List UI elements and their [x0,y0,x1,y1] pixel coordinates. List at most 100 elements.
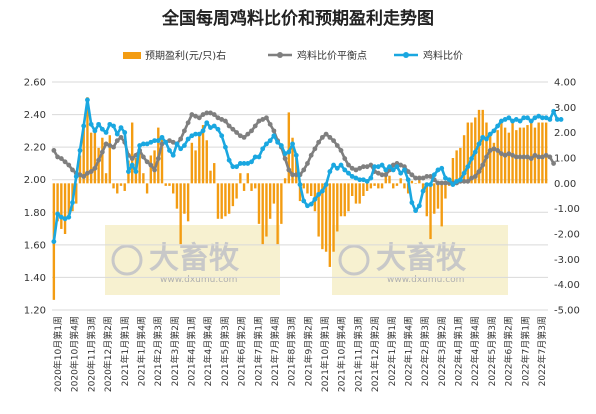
breakeven-point [77,172,83,178]
ratio-point [342,167,348,173]
ratio-point [62,216,68,222]
profit-bar [380,183,384,189]
ratio-point [413,208,419,214]
x-axis-tick-label: 2022年1月第1周 [386,316,398,386]
ratio-point [331,162,336,168]
breakeven-point [264,115,269,121]
ratio-point [349,174,355,179]
ratio-point [267,138,273,144]
profit-bar [440,183,443,227]
x-axis-tick-label: 2021年5月第3周 [219,316,231,386]
breakeven-point [323,131,329,137]
breakeven-point [338,148,344,153]
ratio-point [402,167,407,173]
ratio-point [211,123,217,129]
breakeven-point [405,169,411,174]
ratio-point [252,154,258,160]
profit-bar [358,183,361,204]
ratio-point [140,141,146,147]
ratio-point [99,126,105,132]
ratio-point [558,117,564,122]
breakeven-point [346,162,351,168]
ratio-point [323,182,329,188]
profit-bar [399,178,402,184]
right-axis-tick-label: 1.00 [554,154,576,165]
breakeven-point [155,156,161,161]
ratio-point [372,164,377,170]
profit-bar [149,155,153,184]
ratio-point [368,175,374,181]
ratio-point [334,165,340,171]
breakeven-point [290,172,295,178]
ratio-point [122,130,128,135]
profit-bar [406,183,410,194]
x-axis-tick-label: 2021年3月第2周 [169,316,181,386]
x-axis-tick-label: 2020年11月第3周 [85,316,97,392]
breakeven-point [443,180,448,186]
ratio-point [55,211,60,217]
x-axis-tick-label: 2022年1月第4周 [402,316,414,386]
x-axis-tick-label: 2021年9月第2周 [302,316,314,386]
ratio-point [170,152,176,158]
profit-bar [291,137,294,184]
legend-dot-ratio [403,52,409,58]
profit-bar [224,183,227,217]
ratio-point [58,214,64,220]
profit-bar [190,142,194,184]
axes: 1.20 1.40 1.60 1.80 2.00 2.20 2.40 2.60 -5.00 -4.… [24,78,580,393]
profit-bar [60,183,63,229]
profit-bar [298,183,302,202]
profit-bar [530,120,533,184]
profit-bar [287,112,291,184]
ratio-point [319,188,325,194]
profit-bar [198,132,201,184]
ratio-point [237,161,243,166]
ratio-point [51,239,57,245]
ratio-point [88,121,94,127]
legend-label-breakeven: 鸡料比价平衡点 [297,49,367,62]
breakeven-point [360,164,366,170]
ratio-point [491,128,497,134]
profit-bar [227,183,231,214]
ratio-point [226,157,232,163]
profit-bar [496,130,499,184]
ratio-point [375,164,381,170]
breakeven-point [491,146,497,152]
profit-bar [75,183,78,204]
profit-bar [466,122,470,184]
x-axis-tick-label: 2022年4月第4周 [469,316,481,386]
ratio-point [70,200,75,205]
breakeven-point [469,175,474,181]
breakeven-point [547,154,553,160]
ratio-point [521,115,527,121]
profit-bars [52,97,548,300]
breakeven-point [140,154,146,160]
ratio-point [208,125,213,130]
ratio-point [264,141,269,147]
ratio-point [305,203,310,209]
breakeven-point [472,174,478,179]
profit-bar [336,183,339,232]
profit-bar [97,147,100,184]
ratio-point [484,136,489,142]
ratio-point [297,182,303,188]
ratio-point [513,117,519,122]
ratio-point [498,118,504,124]
profit-bar [242,183,246,191]
ratio-point [457,177,463,183]
breakeven-point [204,110,210,116]
ratio-point [126,169,131,174]
ratio-point [193,131,198,137]
breakeven-point [200,112,206,117]
ratio-point [428,182,433,188]
profit-bar [459,147,462,184]
ratio-point [420,188,426,194]
breakeven-point [308,152,314,158]
ratio-point [405,177,411,183]
breakeven-point [185,120,191,126]
x-axis-tick-label: 2021年12月第2周 [369,316,381,392]
profit-bar [403,183,406,189]
ratio-point [73,174,79,179]
ratio-point [152,138,157,144]
breakeven-point [513,154,519,160]
